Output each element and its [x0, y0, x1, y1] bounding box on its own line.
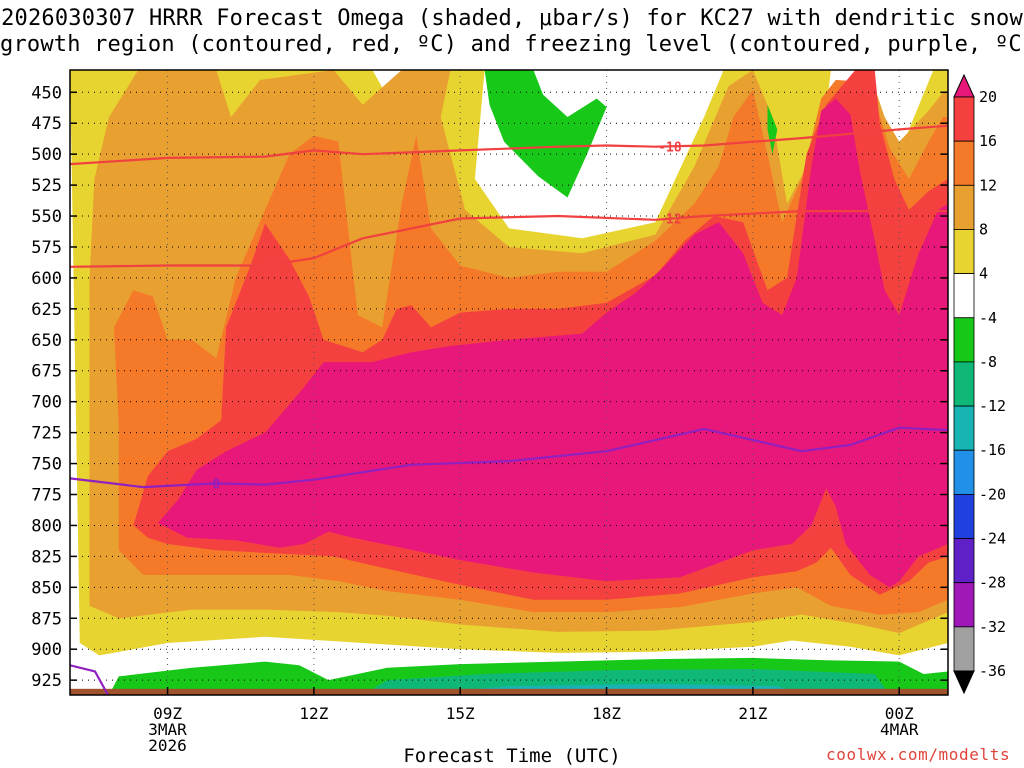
colorbar-segment-12 — [953, 582, 975, 628]
omega-region-c20 — [157, 98, 948, 588]
x-tick-label-12Z: 12Z — [299, 704, 328, 723]
y-tick-label-600: 600 — [31, 269, 62, 289]
plot-frame — [69, 69, 949, 696]
colorbar-label--32: -32 — [979, 618, 1006, 636]
y-tick-label-925: 925 — [31, 671, 62, 691]
colorbar-bottom-arrow — [953, 670, 975, 695]
x-axis-label: Forecast Time (UTC) — [403, 745, 621, 767]
ground-surface-bar — [70, 688, 948, 695]
y-tick-label-900: 900 — [31, 640, 62, 660]
colorbar-segment-2 — [953, 140, 975, 186]
colorbar-segment-5 — [953, 273, 975, 319]
omega-colorbar: 20 16 12 8 4 -4 -8 -12 -16 -20 -24 -28 -32 -36 — [953, 73, 1006, 695]
y-tick-label-625: 625 — [31, 300, 62, 320]
colorbar-segment-10 — [953, 493, 975, 539]
colorbar-label--16: -16 — [979, 441, 1006, 459]
colorbar-top-arrow — [953, 73, 975, 98]
colorbar-label--4: -4 — [979, 309, 997, 327]
colorbar-label-4: 4 — [979, 265, 988, 283]
colorbar-segment-6 — [953, 317, 975, 363]
x-tick-label-3MAR: 3MAR — [148, 720, 187, 739]
x-tick-label-18Z: 18Z — [592, 704, 621, 723]
y-tick-label-550: 550 — [31, 207, 62, 227]
x-tick-label-00Z: 00Z — [885, 704, 914, 723]
x-tick-label-21Z: 21Z — [738, 704, 767, 723]
y-tick-label-450: 450 — [31, 83, 62, 103]
y-tick-label-525: 525 — [31, 176, 62, 196]
y-tick-label-850: 850 — [31, 578, 62, 598]
colorbar-segment-8 — [953, 405, 975, 451]
colorbar-label--12: -12 — [979, 397, 1006, 415]
colorbar-label--36: -36 — [979, 662, 1006, 680]
colorbar-segment-3 — [953, 184, 975, 230]
chart-title-line1: 2026030307 HRRR Forecast Omega (shaded, … — [1, 6, 1023, 31]
colorbar-segment-11 — [953, 538, 975, 584]
colorbar-label--8: -8 — [979, 353, 997, 371]
y-tick-label-500: 500 — [31, 145, 62, 165]
x-tick-label-09Z: 09Z — [153, 704, 182, 723]
isotherm-minus12-line — [70, 210, 948, 268]
freezing-level-line-label: 0 — [212, 477, 220, 492]
x-tick-label-4MAR: 4MAR — [880, 720, 919, 739]
freezing-level-line — [70, 426, 948, 489]
colorbar-segment-9 — [953, 449, 975, 495]
colorbar-segment-1 — [953, 96, 975, 142]
y-tick-label-775: 775 — [31, 486, 62, 506]
y-tick-label-575: 575 — [31, 238, 62, 258]
y-tick-label-700: 700 — [31, 393, 62, 413]
source-credit: coolwx.com/modelts — [826, 745, 1011, 764]
isotherm-minus12-line-label: -12 — [658, 213, 681, 228]
freezing-level-surface-line — [70, 664, 109, 695]
omega-descent-region-aloft — [484, 70, 607, 198]
omega-descent-region-narrow — [767, 104, 778, 155]
colorbar-segment-13 — [953, 626, 975, 672]
colorbar-label-8: 8 — [979, 220, 988, 238]
chart-title-line2: growth region (contoured, red, ºC) and f… — [0, 32, 1024, 57]
y-tick-label-650: 650 — [31, 331, 62, 351]
x-tick-label-2026: 2026 — [148, 736, 187, 755]
y-tick-label-825: 825 — [31, 547, 62, 567]
colorbar-label--20: -20 — [979, 485, 1006, 503]
colorbar-label-16: 16 — [979, 132, 997, 150]
x-tick-label-15Z: 15Z — [446, 704, 475, 723]
isotherm-minus18-line-label: -18 — [658, 140, 682, 155]
y-tick-label-675: 675 — [31, 362, 62, 382]
colorbar-label--28: -28 — [979, 574, 1006, 592]
y-tick-label-800: 800 — [31, 516, 62, 536]
colorbar-segment-4 — [953, 229, 975, 275]
grid-layer — [70, 70, 948, 695]
colorbar-segment-7 — [953, 361, 975, 407]
y-tick-label-875: 875 — [31, 609, 62, 629]
colorbar-label--24: -24 — [979, 530, 1006, 548]
pressure-axis: 450 475 500 525 550 575 600 625 650 675 700 725 750 7… — [31, 83, 948, 691]
y-tick-label-750: 750 — [31, 455, 62, 475]
colorbar-label-12: 12 — [979, 176, 997, 194]
contour-layer: -18 -12 0 — [70, 124, 948, 695]
y-tick-label-475: 475 — [31, 114, 62, 134]
colorbar-label-20: 20 — [979, 88, 997, 106]
y-tick-label-725: 725 — [31, 424, 62, 444]
isotherm-minus18-line — [70, 124, 948, 166]
